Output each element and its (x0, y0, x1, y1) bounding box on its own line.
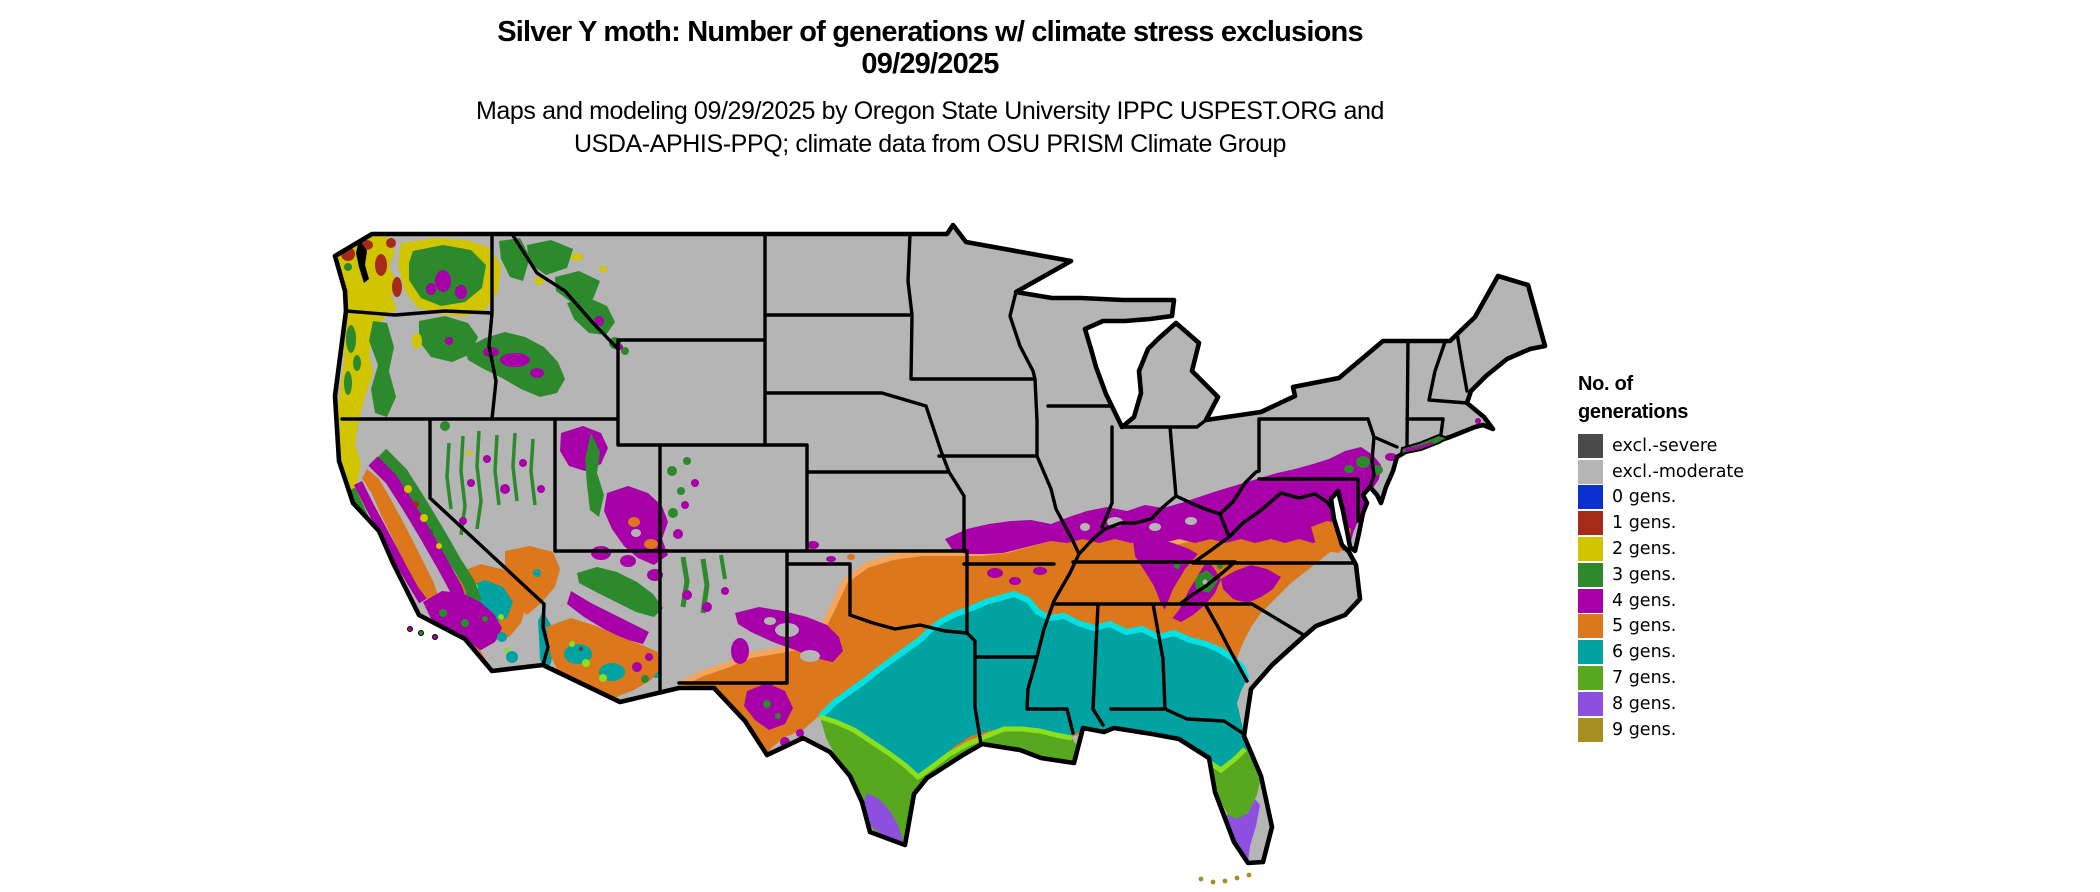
legend-item: 8 gens. (1578, 691, 1778, 717)
legend-label: excl.-moderate (1612, 461, 1745, 482)
legend-label: 3 gens. (1612, 564, 1677, 585)
legend-label: 2 gens. (1612, 539, 1677, 560)
legend-label: 0 gens. (1612, 487, 1677, 508)
florida-keys-9-gens (1198, 872, 1252, 885)
legend-item: excl.-moderate (1578, 459, 1778, 485)
legend-title-line-2: generations (1578, 401, 1689, 423)
page-title: Silver Y moth: Number of generations w/ … (497, 16, 1363, 48)
region-4-gens-magenta-band (945, 447, 1381, 622)
legend-item: 4 gens. (1578, 588, 1778, 614)
map-canvas (315, 221, 1555, 885)
figure-header: Silver Y moth: Number of generations w/ … (0, 16, 1860, 161)
legend-label: 5 gens. (1612, 616, 1677, 637)
legend-item: 1 gens. (1578, 510, 1778, 536)
legend-label: excl.-severe (1612, 435, 1718, 456)
legend-swatch (1578, 511, 1603, 536)
legend-swatch (1578, 588, 1603, 613)
region-west-texas-mosaic (645, 541, 855, 747)
legend: No. of generations excl.-severe excl.-mod… (1578, 370, 1778, 743)
legend-label: 8 gens. (1612, 693, 1677, 714)
legend-title-line-1: No. of (1578, 373, 1633, 395)
credits-line-1: Maps and modeling 09/29/2025 by Oregon S… (476, 97, 1384, 125)
legend-swatch (1578, 614, 1603, 639)
legend-swatch (1578, 717, 1603, 742)
legend-label: 7 gens. (1612, 668, 1677, 689)
legend-item: excl.-severe (1578, 433, 1778, 459)
legend-item: 5 gens. (1578, 614, 1778, 640)
legend-item: 7 gens. (1578, 665, 1778, 691)
long-island (1399, 433, 1451, 456)
legend-item: 9 gens. (1578, 717, 1778, 743)
legend-title: No. of generations (1578, 370, 1778, 426)
legend-label: 6 gens. (1612, 642, 1677, 663)
legend-item: 6 gens. (1578, 639, 1778, 665)
legend-swatch (1578, 485, 1603, 510)
legend-item: 3 gens. (1578, 562, 1778, 588)
legend-label: 9 gens. (1612, 719, 1677, 740)
legend-item: 0 gens. (1578, 485, 1778, 511)
us-generations-map (315, 221, 1555, 886)
legend-swatch (1578, 537, 1603, 562)
legend-swatch (1578, 433, 1603, 458)
state-borders (340, 232, 1469, 746)
legend-rows: excl.-severe excl.-moderate 0 gens. 1 gens.… (1578, 433, 1778, 743)
legend-swatch (1578, 691, 1603, 716)
credits-line-2: USDA-APHIS-PPQ; climate data from OSU PR… (573, 130, 1287, 158)
credits-subtitle: Maps and modeling 09/29/2025 by Oregon S… (0, 95, 1860, 161)
legend-label: 4 gens. (1612, 590, 1677, 611)
legend-swatch (1578, 562, 1603, 587)
region-8-gens-purple (860, 793, 1260, 862)
page-title-date: 09/29/2025 (861, 48, 999, 80)
legend-swatch (1578, 640, 1603, 665)
legend-item: 2 gens. (1578, 536, 1778, 562)
legend-swatch (1578, 666, 1603, 691)
legend-swatch (1578, 459, 1603, 484)
legend-label: 1 gens. (1612, 513, 1677, 534)
channel-islands (407, 626, 438, 640)
